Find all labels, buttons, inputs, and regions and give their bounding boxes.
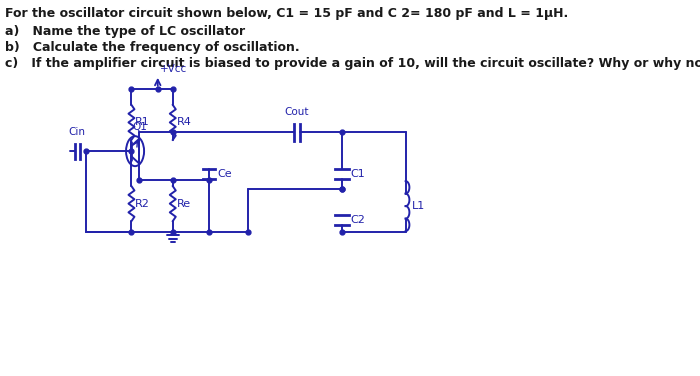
Text: Re: Re [176,199,190,209]
Text: L1: L1 [412,201,425,211]
Text: a)   Name the type of LC oscillator: a) Name the type of LC oscillator [6,25,246,38]
Text: For the oscillator circuit shown below, C1 = 15 pF and C 2= 180 pF and L = 1μH.: For the oscillator circuit shown below, … [6,8,568,21]
Text: R4: R4 [176,117,191,127]
Text: Q1: Q1 [132,123,147,132]
Text: R1: R1 [135,117,150,127]
Text: +Vcc: +Vcc [160,64,188,74]
Text: c)   If the amplifier circuit is biased to provide a gain of 10, will the circui: c) If the amplifier circuit is biased to… [6,58,700,70]
Text: C1: C1 [351,168,365,179]
Text: Ce: Ce [217,168,232,179]
Text: Cout: Cout [284,108,309,117]
Text: R2: R2 [135,199,150,209]
Text: C2: C2 [351,215,365,225]
Text: b)   Calculate the frequency of oscillation.: b) Calculate the frequency of oscillatio… [6,41,300,54]
Text: Cin: Cin [69,127,86,137]
